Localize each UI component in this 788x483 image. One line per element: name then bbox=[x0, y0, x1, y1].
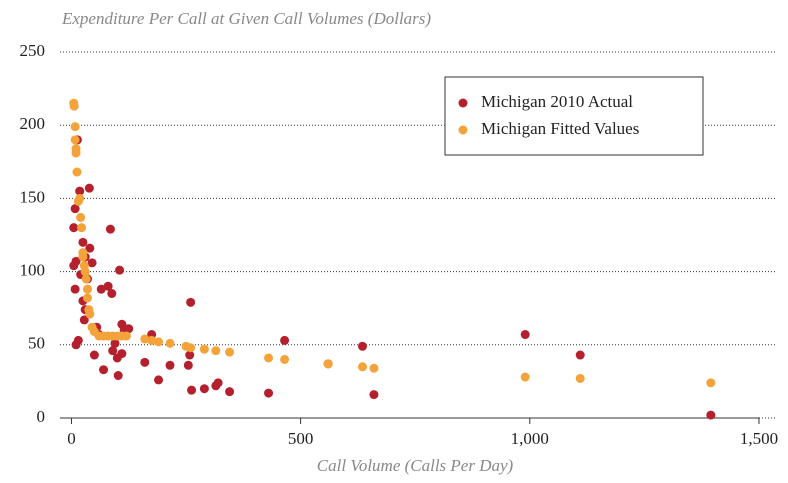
point bbox=[75, 193, 85, 203]
point bbox=[358, 362, 367, 372]
point bbox=[85, 309, 95, 319]
point bbox=[103, 281, 113, 291]
point bbox=[706, 410, 716, 420]
point bbox=[75, 186, 85, 196]
point bbox=[81, 274, 91, 284]
point bbox=[186, 297, 196, 307]
point bbox=[165, 338, 175, 348]
legend: Michigan 2010 Actual Michigan Fitted Valu… bbox=[444, 76, 704, 156]
y-tick-label: 100 bbox=[20, 261, 46, 280]
point bbox=[358, 341, 367, 351]
point bbox=[78, 252, 88, 262]
legend-label: Michigan 2010 Actual bbox=[481, 92, 633, 111]
point bbox=[113, 371, 123, 381]
point bbox=[70, 135, 80, 145]
point bbox=[99, 365, 109, 375]
point bbox=[264, 388, 274, 398]
y-tick-label: 250 bbox=[20, 41, 46, 60]
point bbox=[186, 343, 196, 353]
point bbox=[85, 243, 95, 253]
point bbox=[225, 387, 235, 397]
point bbox=[121, 331, 131, 341]
point bbox=[78, 237, 88, 247]
x-tick-label: 1,500 bbox=[740, 429, 778, 448]
point bbox=[107, 289, 117, 299]
point bbox=[199, 344, 209, 354]
point bbox=[76, 212, 86, 222]
point bbox=[77, 223, 87, 233]
point bbox=[84, 183, 94, 193]
x-tick-label: 0 bbox=[67, 429, 76, 448]
point bbox=[369, 363, 379, 373]
legend-label: Michigan Fitted Values bbox=[481, 119, 639, 138]
y-tick-label: 50 bbox=[28, 334, 45, 353]
point bbox=[520, 330, 530, 340]
point bbox=[70, 122, 80, 132]
x-tick-label: 1,000 bbox=[511, 429, 549, 448]
point bbox=[140, 334, 150, 344]
point bbox=[185, 350, 195, 360]
point bbox=[154, 375, 164, 385]
point bbox=[575, 350, 585, 360]
legend-marker bbox=[458, 125, 468, 135]
point bbox=[83, 284, 92, 294]
point bbox=[369, 390, 379, 400]
x-tick-label: 500 bbox=[288, 429, 314, 448]
point bbox=[110, 338, 120, 348]
y-tick-label: 200 bbox=[20, 114, 46, 133]
point bbox=[89, 350, 99, 360]
point bbox=[183, 360, 193, 370]
point bbox=[83, 293, 92, 303]
point bbox=[73, 335, 83, 345]
point bbox=[225, 347, 235, 357]
point bbox=[575, 373, 585, 383]
point bbox=[154, 337, 164, 347]
point bbox=[108, 346, 118, 356]
legend-box bbox=[444, 76, 704, 156]
point bbox=[79, 315, 89, 325]
point bbox=[80, 267, 90, 277]
point bbox=[323, 359, 333, 369]
point bbox=[71, 148, 81, 158]
point bbox=[72, 167, 82, 177]
point bbox=[187, 385, 197, 395]
point bbox=[69, 223, 79, 233]
point bbox=[280, 354, 290, 364]
x-axis-label: Call Volume (Calls Per Day) bbox=[317, 456, 514, 475]
point bbox=[70, 284, 80, 294]
point bbox=[115, 265, 125, 275]
point bbox=[140, 357, 150, 367]
point bbox=[520, 372, 530, 382]
point bbox=[264, 353, 274, 363]
point bbox=[96, 284, 106, 294]
point bbox=[211, 346, 221, 356]
point bbox=[105, 224, 115, 234]
y-tick-label: 0 bbox=[37, 407, 46, 426]
point bbox=[199, 384, 209, 394]
chart-title: Expenditure Per Call at Given Call Volum… bbox=[61, 9, 431, 28]
point bbox=[124, 324, 134, 334]
point bbox=[117, 349, 127, 359]
point bbox=[69, 101, 79, 111]
legend-marker bbox=[458, 98, 468, 108]
point bbox=[706, 378, 716, 388]
point bbox=[213, 378, 223, 388]
point bbox=[70, 204, 80, 214]
point bbox=[280, 335, 290, 345]
point bbox=[165, 360, 175, 370]
point bbox=[147, 335, 157, 345]
y-tick-label: 150 bbox=[20, 187, 46, 206]
point bbox=[87, 258, 97, 268]
point bbox=[69, 261, 79, 271]
